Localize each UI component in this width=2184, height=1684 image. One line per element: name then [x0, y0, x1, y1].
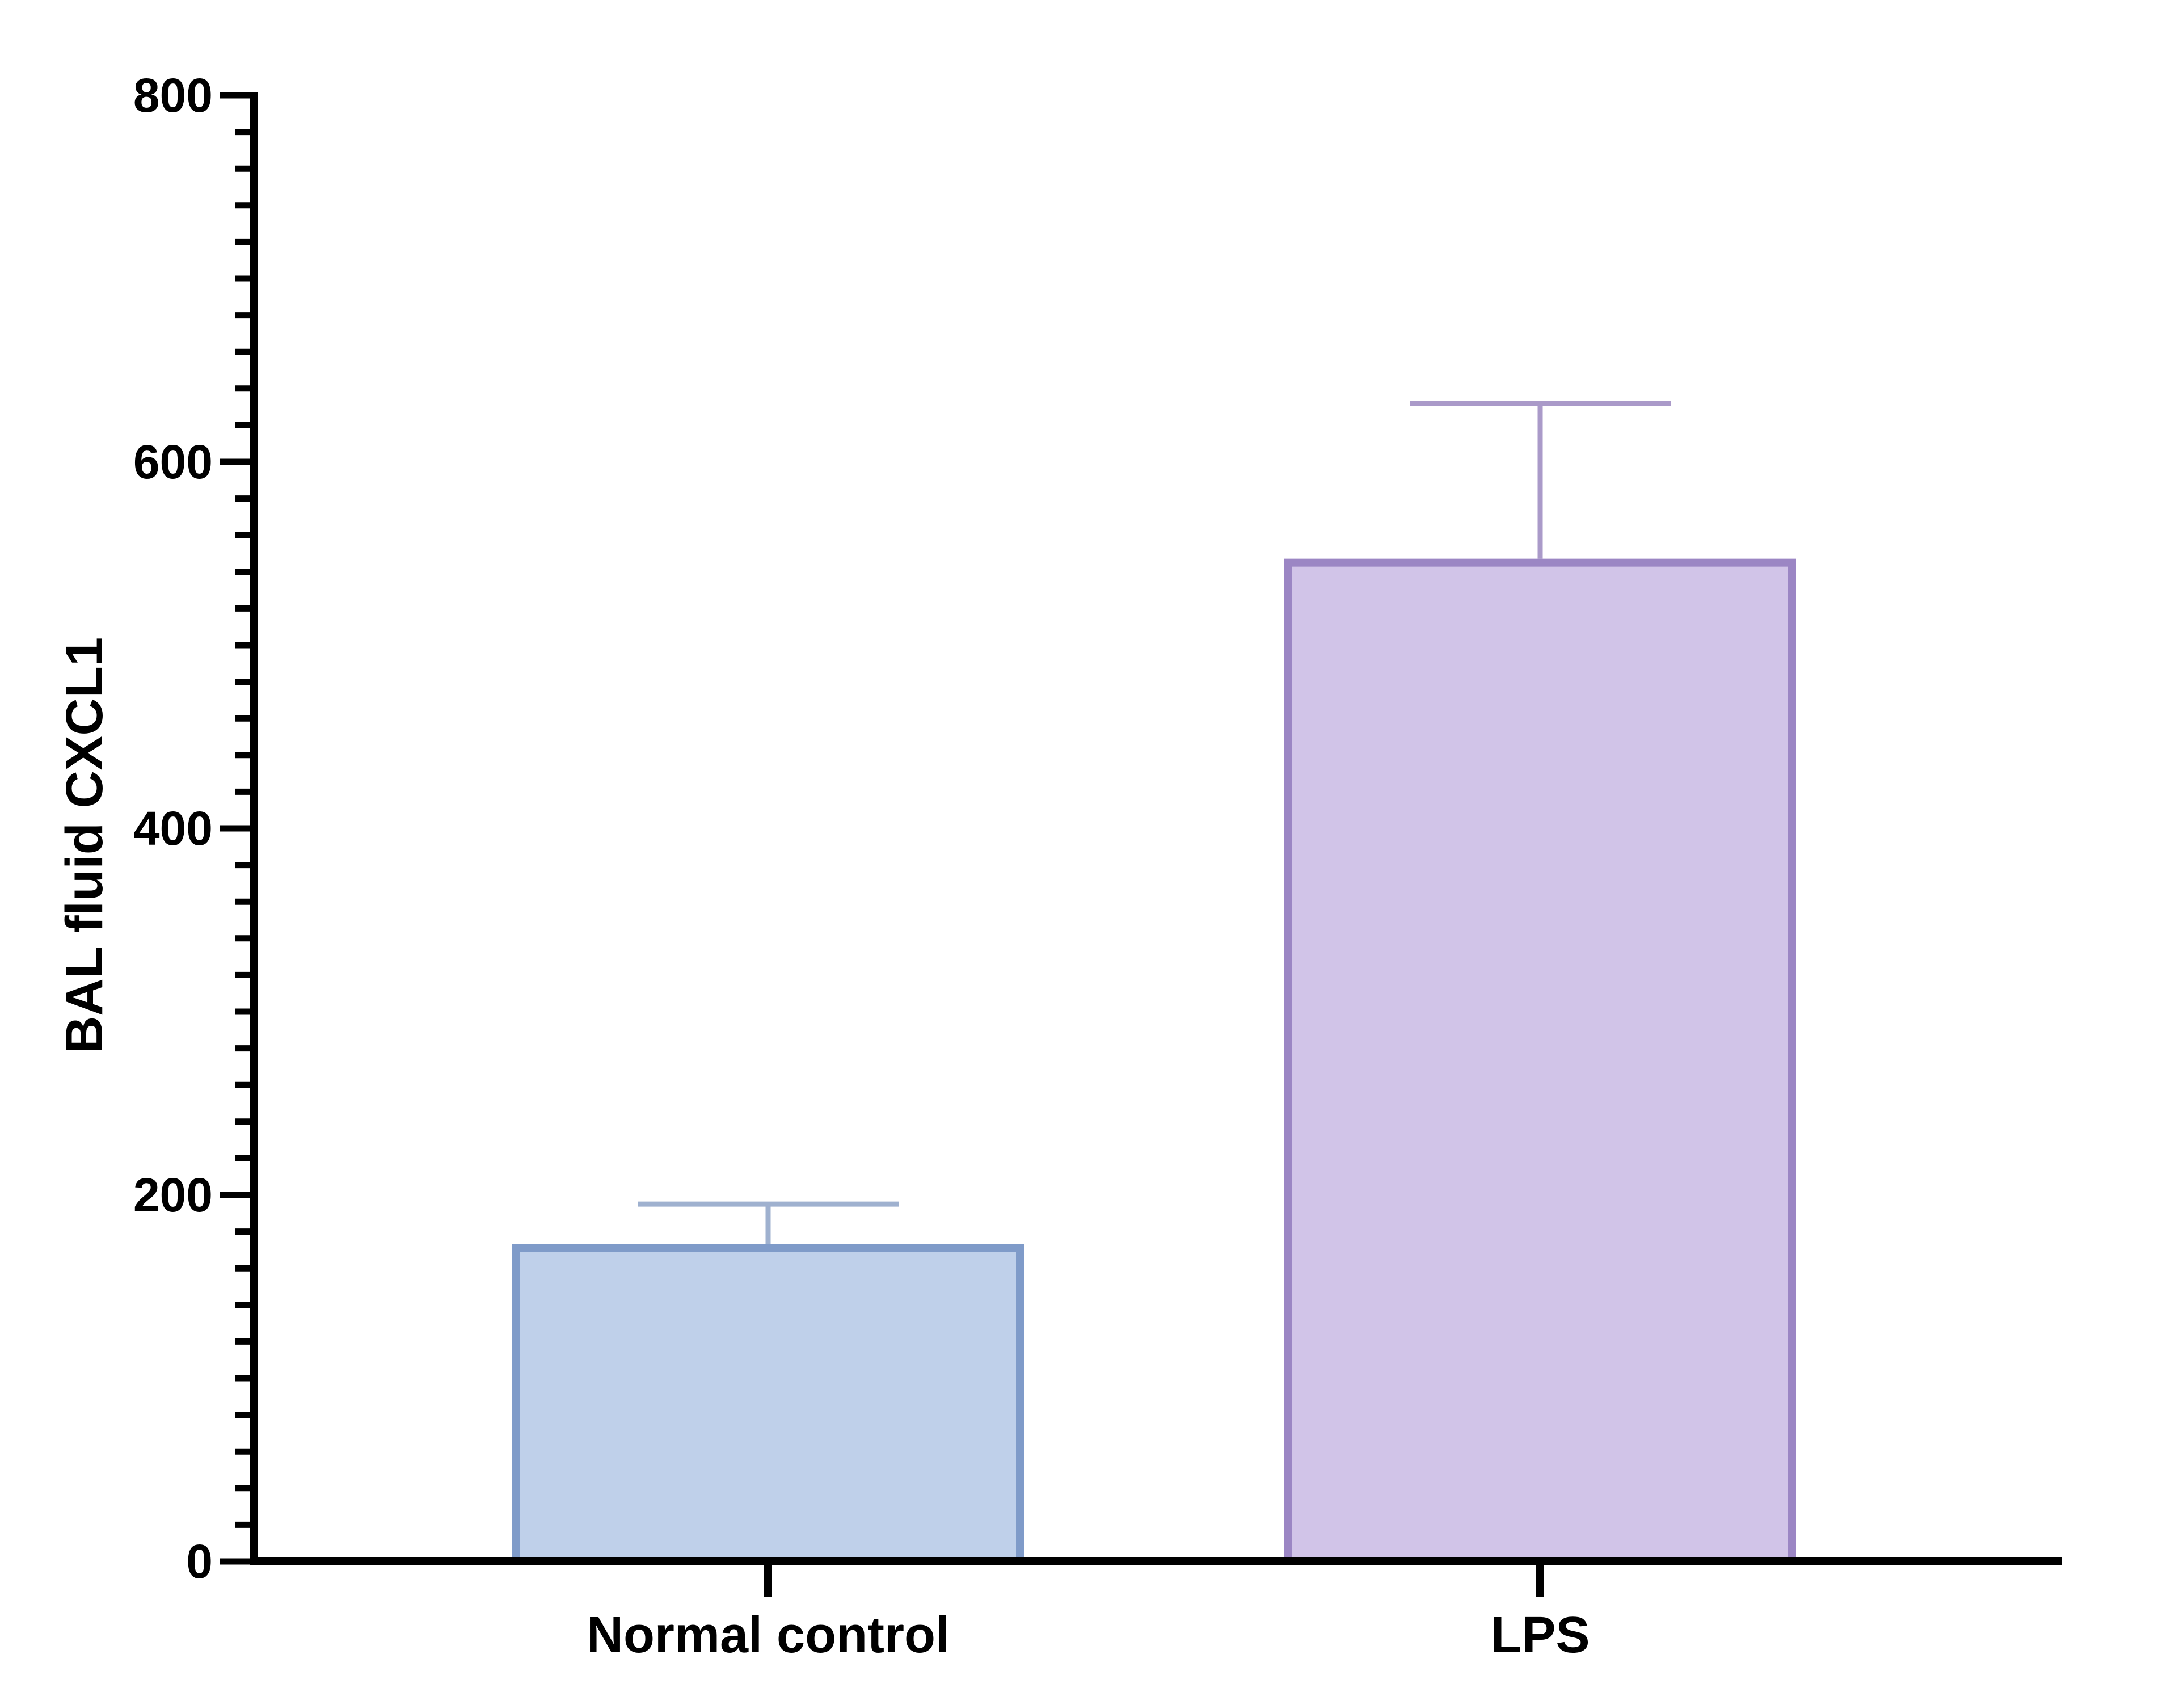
x-category-label: Normal control — [587, 1607, 950, 1664]
y-tick-label: 200 — [133, 1168, 213, 1222]
y-tick-label: 0 — [186, 1535, 213, 1588]
y-tick-label: 400 — [133, 802, 213, 855]
y-major-ticks — [220, 92, 254, 1565]
bar — [1284, 558, 1796, 1565]
x-axis-ticks — [764, 1561, 1544, 1597]
y-tick-labels: 0 200 400 600 800 — [133, 69, 213, 1588]
y-tick-label: 800 — [133, 69, 213, 122]
y-tick-label: 600 — [133, 435, 213, 489]
x-category-labels: Normal control LPS — [587, 1607, 1590, 1664]
y-axis-title: BAL fluid CXCL1 — [56, 637, 113, 1054]
error-bars — [638, 401, 1671, 1244]
bars — [512, 558, 1796, 1565]
x-category-label: LPS — [1490, 1607, 1589, 1664]
bar — [512, 1244, 1024, 1565]
